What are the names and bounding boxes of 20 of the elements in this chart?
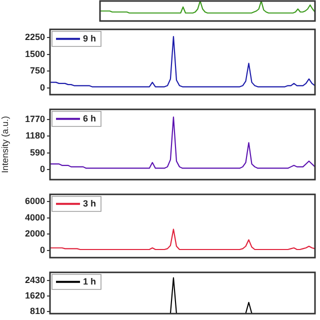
y-tick-label: 1770 [24, 114, 45, 124]
y-tick-label: 2430 [24, 275, 45, 286]
legend-label: 9 h [83, 33, 96, 44]
y-tick-label: 590 [30, 147, 45, 158]
y-tick-label: 0 [40, 244, 45, 255]
y-tick-label: 2000 [24, 228, 45, 239]
y-tick-label: 1620 [24, 290, 45, 300]
y-tick-label: 1500 [24, 48, 45, 59]
y-tick-label: 750 [30, 66, 45, 76]
legend-label: 3 h [83, 198, 96, 208]
y-tick-label: 0 [40, 164, 45, 174]
y-tick-label: 2250 [24, 32, 45, 42]
y-axis-title: Intensity (a.u.) [0, 116, 10, 174]
y-tick-label: 6000 [24, 196, 45, 206]
y-tick-label: 4000 [24, 212, 45, 222]
y-tick-label: 0 [40, 82, 45, 92]
y-tick-label: 810 [30, 306, 45, 316]
legend-label: 6 h [83, 113, 96, 124]
legend-label: 1 h [83, 276, 96, 286]
y-tick-label: 1180 [25, 130, 45, 141]
